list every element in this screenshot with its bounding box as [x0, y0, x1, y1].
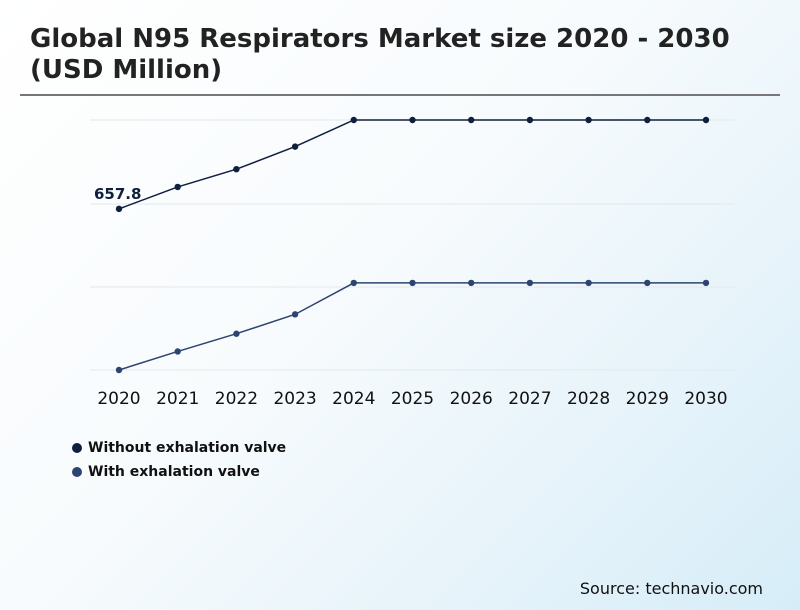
- data-point-s0-2030: [702, 116, 710, 124]
- legend-label-without-valve: Without exhalation valve: [88, 440, 287, 456]
- series-line-1: [118, 282, 706, 371]
- legend-marker-with-valve: [72, 467, 82, 477]
- x-tick-label-2024: 2024: [332, 389, 375, 409]
- data-point-s1-2024: [350, 279, 357, 287]
- data-point-s0-2021: [174, 183, 181, 191]
- data-point-s0-2025: [409, 116, 416, 124]
- data-point-s1-2023: [291, 311, 299, 318]
- data-point-s0-2023: [291, 143, 299, 150]
- data-point-s1-2021: [174, 348, 181, 355]
- x-tick-label-2022: 2022: [215, 389, 258, 409]
- x-tick-label-2020: 2020: [97, 389, 140, 409]
- data-point-s1-2028: [585, 279, 592, 287]
- data-point-s0-2020: [115, 205, 123, 213]
- data-point-s1-2020: [115, 366, 123, 374]
- title-divider: [20, 94, 780, 96]
- data-point-s1-2029: [644, 279, 651, 287]
- series-line-0: [118, 119, 706, 210]
- line-chart: 2020 2021 2022 2023 2024 2025 2026 2027 2028 2029…: [90, 116, 735, 409]
- source-credit: Source: technavio.com: [579, 579, 763, 598]
- data-point-s1-2026: [468, 279, 475, 287]
- legend-item-with-valve: With exhalation valve: [72, 460, 286, 484]
- x-tick-label-2027: 2027: [508, 389, 551, 409]
- data-point-s1-2030: [702, 279, 710, 287]
- data-label-0: 657.8: [94, 185, 141, 203]
- data-point-s0-2024: [350, 116, 357, 124]
- legend-item-without-valve: Without exhalation valve: [72, 436, 286, 460]
- x-tick-label-2021: 2021: [156, 389, 199, 409]
- data-point-s1-2022: [233, 330, 240, 337]
- x-tick-label-2028: 2028: [567, 389, 610, 409]
- x-tick-label-2026: 2026: [450, 389, 493, 409]
- x-tick-label-2030: 2030: [684, 389, 727, 409]
- data-point-s0-2022: [233, 165, 240, 173]
- data-point-s0-2028: [585, 116, 592, 124]
- legend: Without exhalation valve With exhalation…: [72, 436, 286, 484]
- data-point-s0-2029: [644, 116, 651, 124]
- legend-marker-without-valve: [72, 443, 82, 453]
- x-tick-label-2025: 2025: [391, 389, 434, 409]
- data-point-s0-2026: [468, 116, 475, 124]
- chart-title: Global N95 Respirators Market size 2020 …: [30, 24, 730, 85]
- data-point-s1-2027: [526, 279, 534, 287]
- x-tick-label-2029: 2029: [626, 389, 669, 409]
- data-point-s0-2027: [526, 116, 534, 124]
- data-point-s1-2025: [409, 279, 416, 287]
- x-tick-label-2023: 2023: [273, 389, 316, 409]
- legend-label-with-valve: With exhalation valve: [88, 464, 260, 480]
